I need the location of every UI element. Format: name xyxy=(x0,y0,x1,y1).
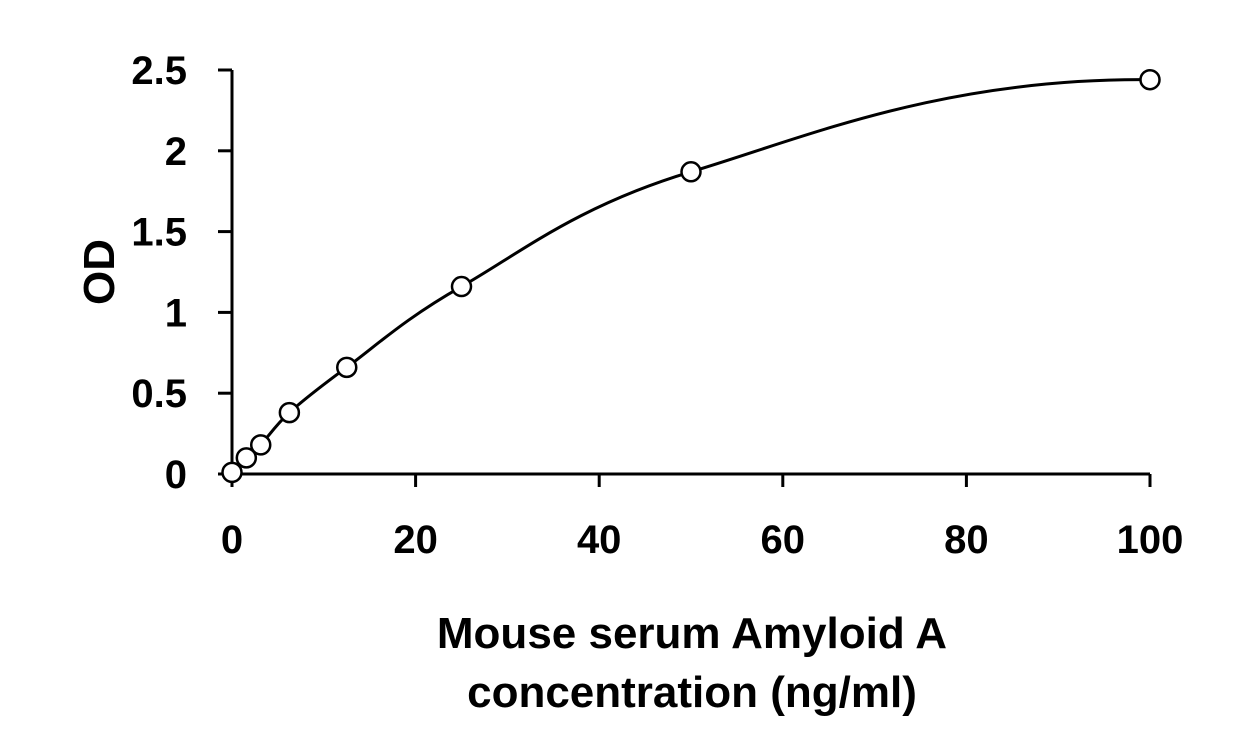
x-tick-label: 60 xyxy=(761,518,806,562)
x-tick-label: 0 xyxy=(221,518,243,562)
x-tick-label: 80 xyxy=(944,518,989,562)
data-point xyxy=(249,434,272,456)
data-points xyxy=(221,68,1161,484)
data-point xyxy=(221,461,243,484)
y-tick-label: 1 xyxy=(165,291,187,335)
x-axis-title-line-2: concentration (ng/ml) xyxy=(467,668,917,717)
data-point xyxy=(1139,68,1161,91)
data-point xyxy=(235,447,258,469)
data-point xyxy=(680,161,702,183)
x-axis-ticks: 0 20 40 60 80 100 xyxy=(221,474,1184,562)
x-axis-title-line-1: Mouse serum Amyloid A xyxy=(437,609,947,658)
x-tick-label: 20 xyxy=(393,518,438,562)
y-tick-label: 2 xyxy=(165,130,187,174)
axes xyxy=(230,70,1150,476)
x-tick-label: 40 xyxy=(577,518,622,562)
y-tick-label: 0.5 xyxy=(131,372,187,416)
x-tick-label: 100 xyxy=(1117,518,1184,562)
data-point xyxy=(450,275,473,298)
fit-curve xyxy=(230,78,1151,474)
y-axis-ticks: 0 0.5 1 1.5 2 2.5 xyxy=(131,49,232,497)
y-tick-label: 2.5 xyxy=(131,49,187,93)
y-tick-label: 1.5 xyxy=(131,211,187,255)
data-point xyxy=(336,356,358,379)
data-point xyxy=(278,401,301,424)
y-axis-title: OD xyxy=(75,239,124,305)
y-tick-label: 0 xyxy=(165,453,187,497)
